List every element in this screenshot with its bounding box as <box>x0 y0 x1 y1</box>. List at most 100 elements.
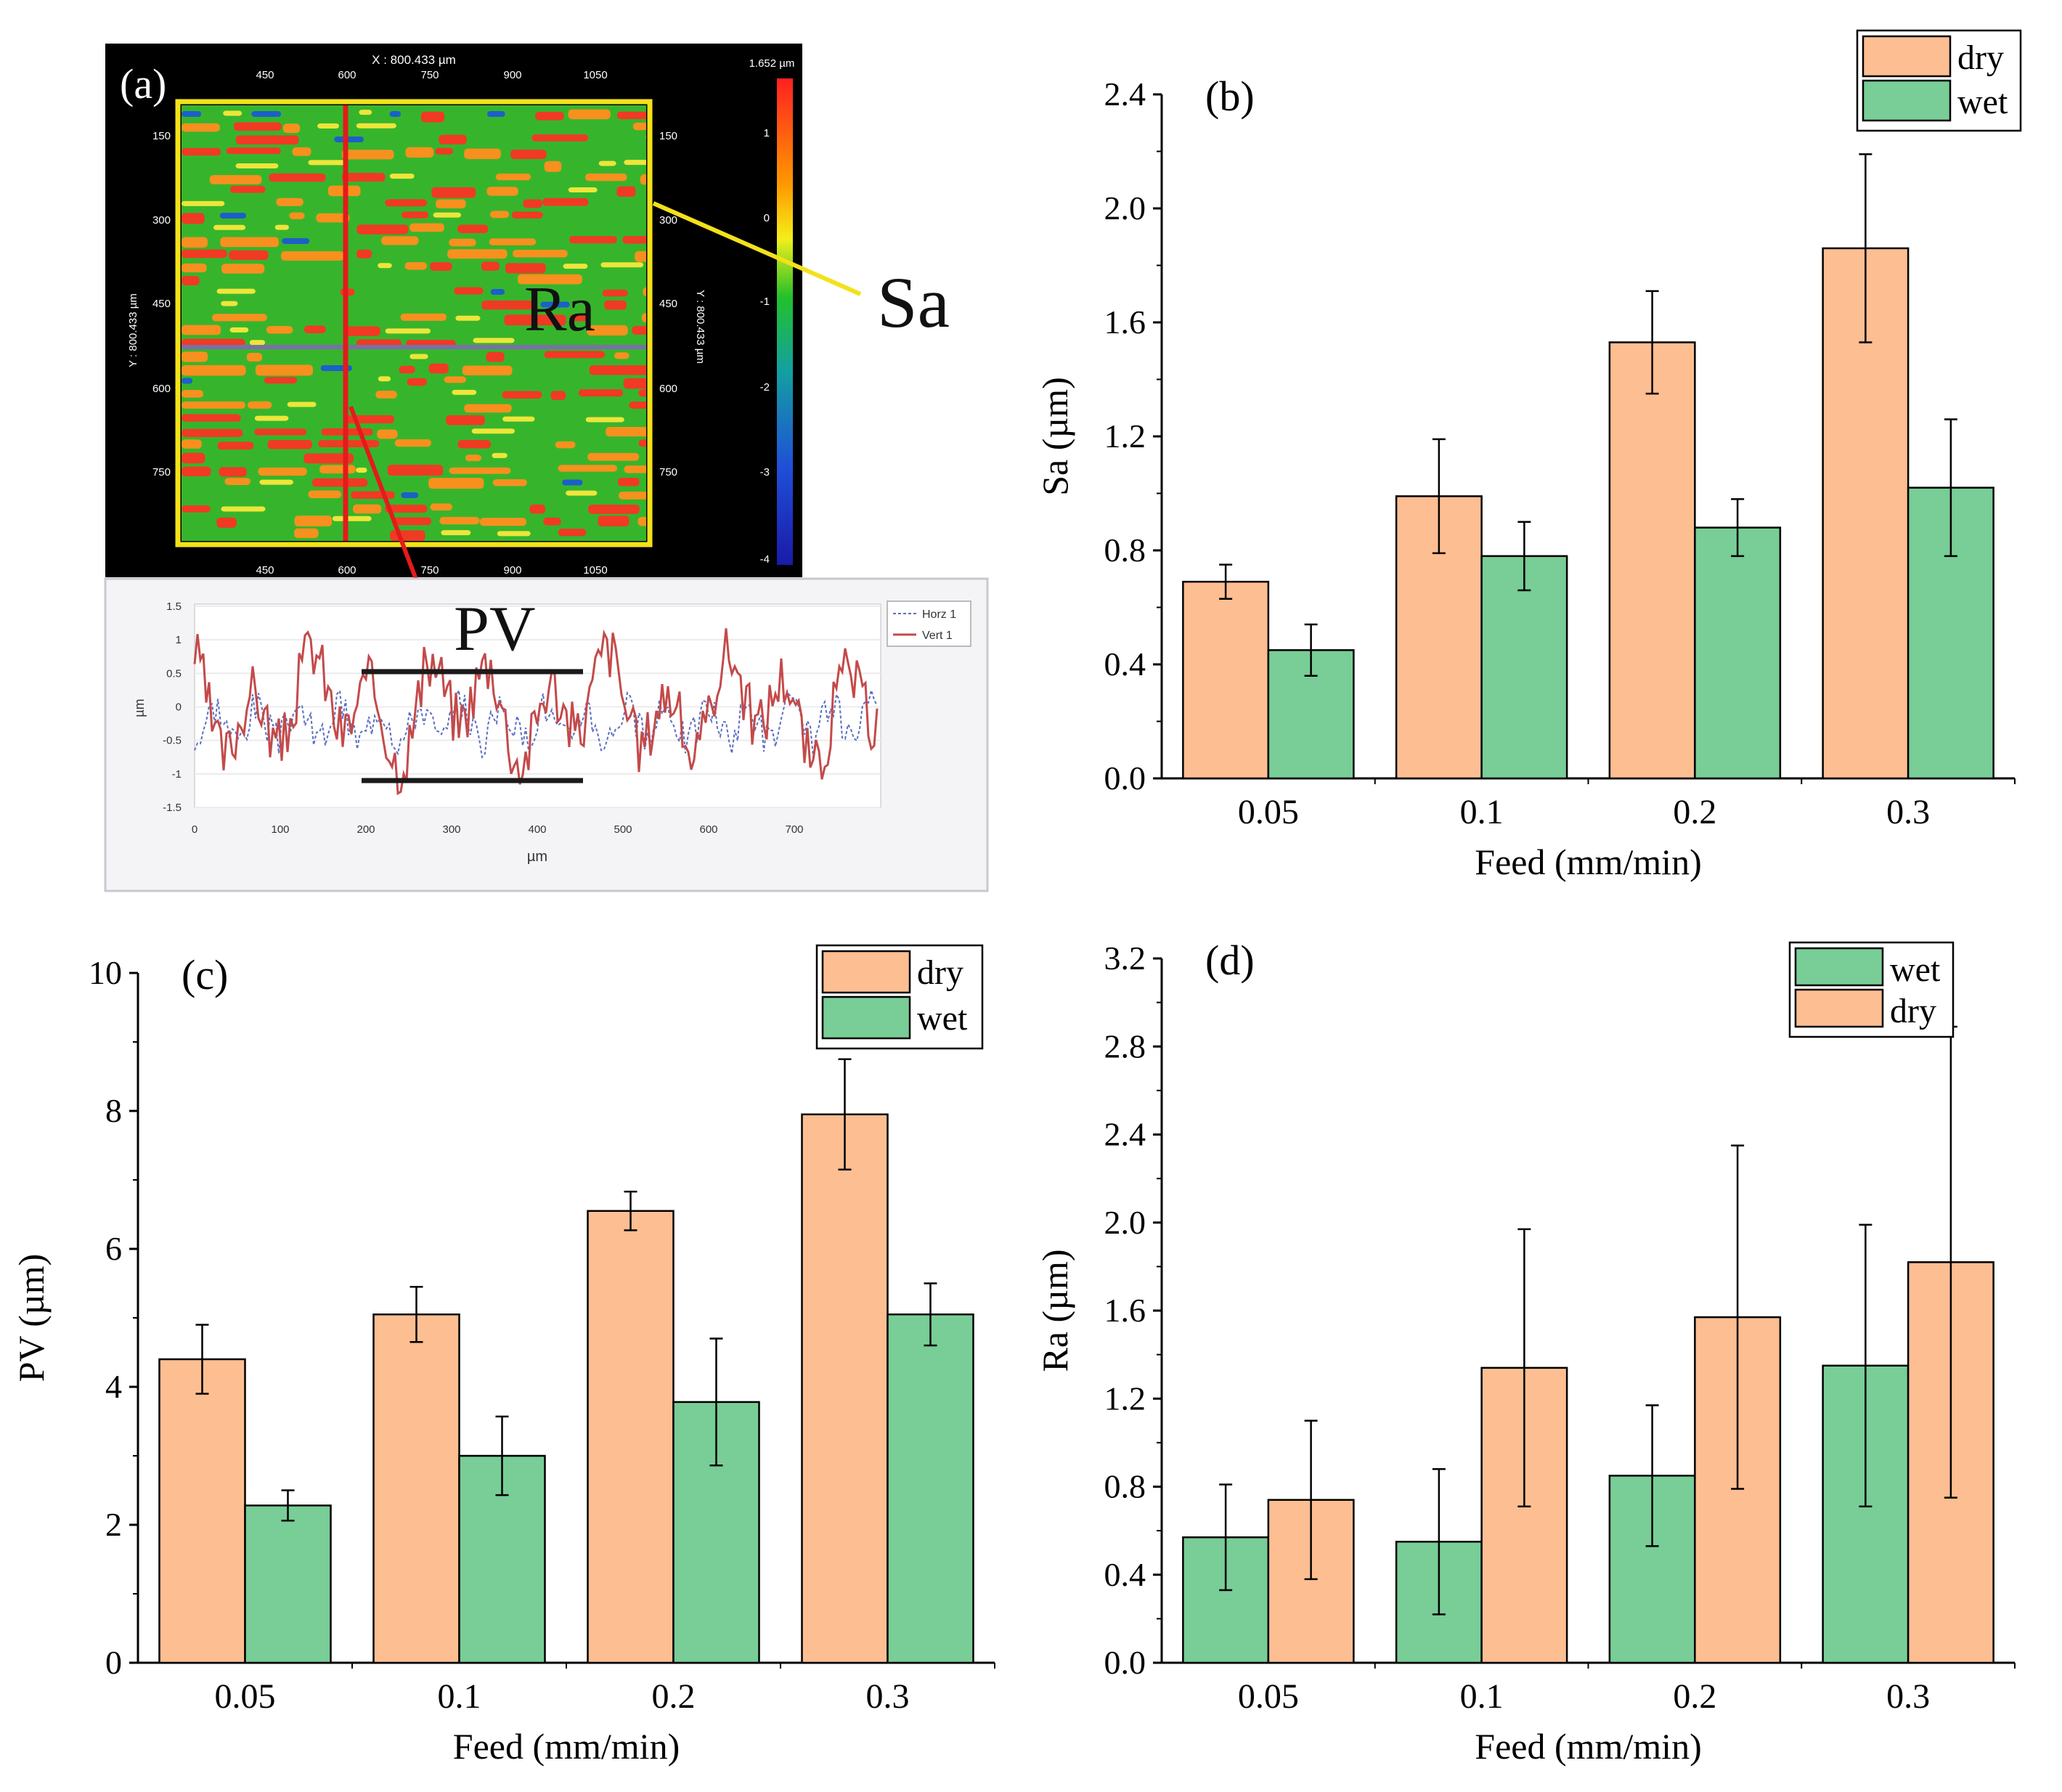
colorbar <box>777 78 793 565</box>
texture-red <box>343 326 380 336</box>
texture-red <box>182 414 241 422</box>
texture-yellow <box>441 530 471 536</box>
legend-swatch-dry <box>1794 988 1884 1028</box>
texture-red <box>420 111 445 123</box>
texture-red <box>462 365 513 376</box>
texture-red <box>629 401 646 410</box>
map-bottom-tick: 750 <box>420 564 439 577</box>
profile-x-ticks: 0 100 200 300 400 500 600 700 <box>192 823 804 836</box>
y-tick-label: 1.6 <box>1104 1292 1146 1329</box>
bar-dry-0.3 <box>801 1113 889 1664</box>
texture-red <box>614 352 629 359</box>
texture-red <box>233 122 282 131</box>
texture-yellow <box>356 467 367 473</box>
map-top-ticks: 450 600 750 900 1050 <box>256 69 607 81</box>
texture-red <box>182 428 243 437</box>
texture-red <box>449 467 511 474</box>
map-left-ticks: 150 300 450 600 750 <box>152 130 171 478</box>
texture-yellow <box>229 327 249 333</box>
texture-red <box>356 339 402 347</box>
panel-label: (d) <box>1205 937 1255 984</box>
texture-yellow <box>645 136 646 139</box>
texture-yellow <box>502 416 535 422</box>
y-tick-label: 10 <box>89 954 122 991</box>
texture-red <box>394 439 432 447</box>
texture-red <box>489 211 510 219</box>
texture-red <box>229 250 269 260</box>
texture-red <box>400 313 447 321</box>
map-right-axis-label: Y : 800.433 µm <box>694 290 706 364</box>
map-left-tick: 750 <box>152 466 171 478</box>
texture-red <box>220 237 280 248</box>
profile-x-tick: 600 <box>699 823 717 836</box>
profile-y-tick: 0 <box>176 701 182 714</box>
profile-legend-vert: Vert 1 <box>922 630 953 642</box>
texture-red <box>341 150 394 160</box>
texture-red <box>504 314 566 326</box>
texture-red <box>444 376 467 383</box>
y-tick-label: 1.2 <box>1104 1380 1146 1417</box>
texture-red <box>616 186 636 197</box>
profile-vertical-line <box>193 628 879 796</box>
texture-red <box>246 352 263 362</box>
texture-red <box>492 478 527 486</box>
x-tick-label: 0.2 <box>1673 793 1716 831</box>
texture-red <box>619 492 646 500</box>
texture-red <box>182 439 202 449</box>
y-tick-label: 3.2 <box>1104 940 1146 977</box>
texture-red <box>643 287 646 296</box>
texture-red <box>209 175 262 184</box>
texture-red <box>182 505 211 513</box>
texture-red <box>264 377 298 384</box>
texture-red <box>431 187 476 198</box>
texture-yellow <box>433 212 461 218</box>
texture-red <box>529 504 546 514</box>
x-tick-label: 0.2 <box>652 1677 696 1716</box>
texture-red <box>495 174 531 181</box>
map-top-tick: 600 <box>338 69 356 81</box>
y-tick-label: 1.6 <box>1104 304 1146 341</box>
map-bottom-tick: 900 <box>503 564 521 577</box>
texture-red <box>513 250 568 258</box>
texture-yellow <box>385 328 431 334</box>
texture-red <box>641 313 646 322</box>
y-tick-label: 8 <box>105 1092 122 1129</box>
texture-red <box>216 517 237 528</box>
texture-red <box>399 365 415 374</box>
texture-yellow <box>216 288 256 294</box>
texture-red <box>584 173 627 182</box>
texture-yellow <box>287 402 317 407</box>
y-tick-label: 0.8 <box>1104 1468 1146 1505</box>
profile-x-tick: 100 <box>271 823 289 836</box>
panel-label: (c) <box>182 951 228 998</box>
bar-dry-0.05 <box>1182 580 1270 780</box>
texture-red <box>616 111 646 120</box>
texture-red <box>356 249 372 258</box>
texture-red <box>569 314 590 322</box>
texture-yellow <box>409 354 428 359</box>
texture-red <box>535 111 564 121</box>
texture-red <box>404 262 428 270</box>
profile-x-tick: 200 <box>356 823 375 836</box>
texture-red <box>602 289 628 297</box>
profile-x-tick: 500 <box>614 823 632 836</box>
texture-yellow <box>452 389 477 395</box>
y-tick-label: 2.0 <box>1104 1204 1146 1241</box>
texture-red <box>439 134 467 144</box>
texture-red <box>319 465 356 474</box>
texture-red <box>229 185 266 193</box>
texture-red <box>457 224 489 234</box>
map-right-tick: 300 <box>659 214 677 227</box>
texture-yellow <box>378 263 392 269</box>
texture-red <box>219 467 247 477</box>
texture-red <box>481 261 500 271</box>
texture-yellow <box>497 531 531 537</box>
texture-yellow <box>182 200 225 206</box>
texture-red <box>308 490 342 499</box>
texture-red <box>182 263 207 273</box>
y-tick-label: 2.0 <box>1104 190 1146 227</box>
chart-pv: 0 2 4 6 8 10 0.05 0.1 0.2 0.3 (c) Feed (mm/min) PV (… <box>11 944 995 1767</box>
texture-red <box>622 236 646 244</box>
sa-callout-label: Sa <box>877 262 950 343</box>
